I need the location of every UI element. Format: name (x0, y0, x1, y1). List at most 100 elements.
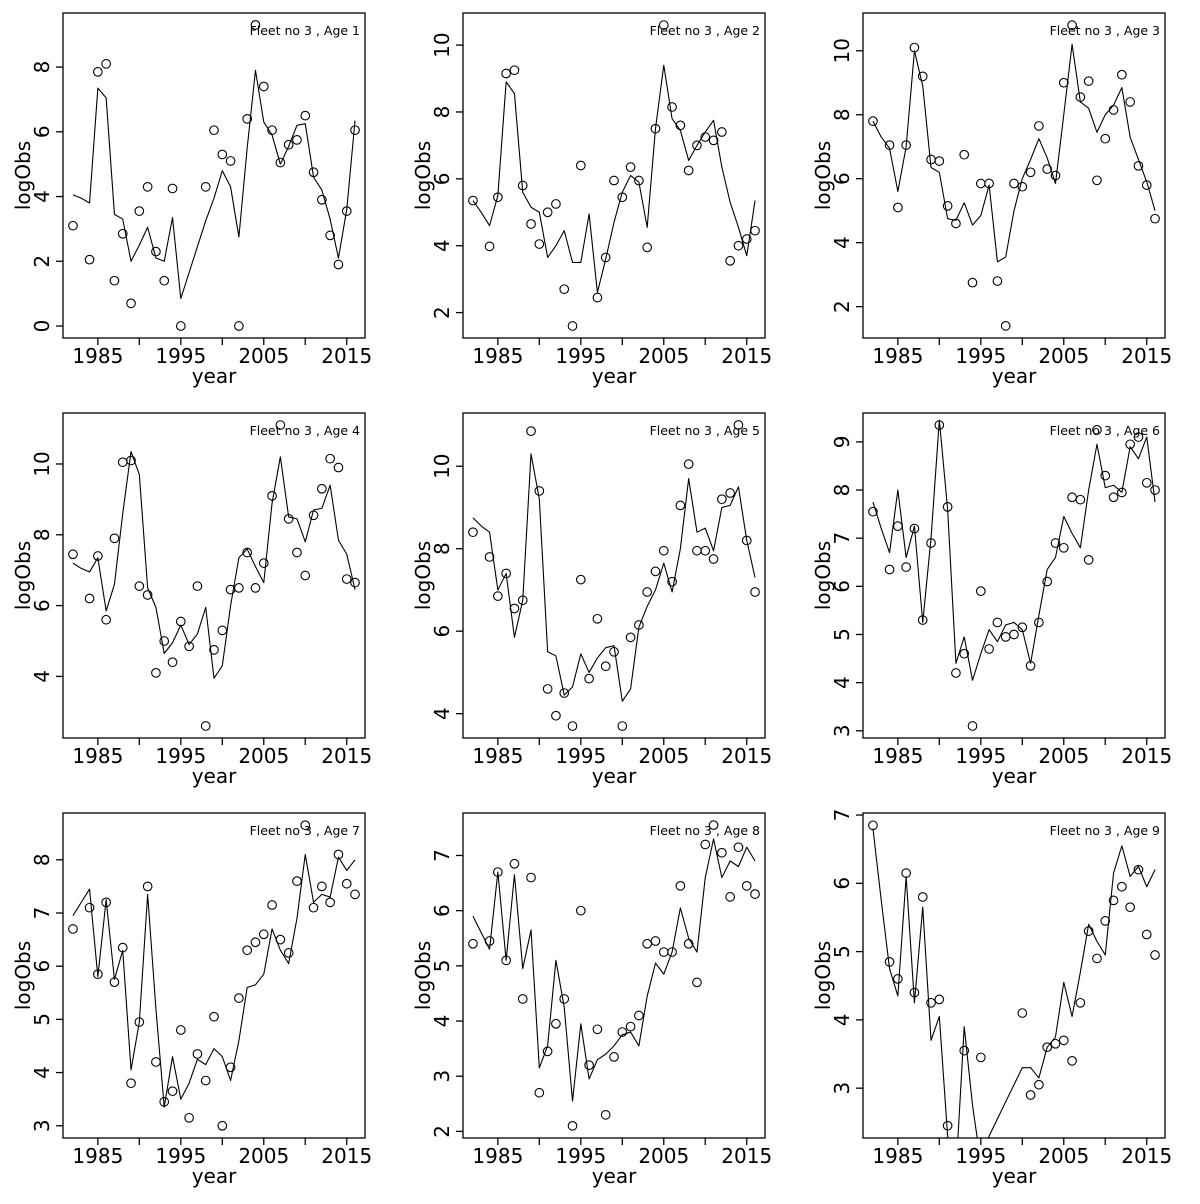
x-tick-label: 1985 (72, 344, 123, 368)
obs-point (642, 242, 653, 253)
obs-point (708, 820, 719, 830)
y-tick-label: 4 (30, 190, 54, 203)
obs-point (184, 641, 194, 652)
obs-point (884, 564, 895, 575)
obs-point (741, 880, 752, 891)
obs-point (634, 620, 644, 630)
obs-point (117, 942, 128, 953)
obs-point (1075, 92, 1086, 102)
panel-age-2: 1985 1995 2005 2015 year 2 4 6 8 10 logObs Fleet no… (400, 0, 800, 400)
obs-point (1067, 1056, 1077, 1066)
obs-point (283, 139, 294, 150)
obs-point (1050, 538, 1061, 548)
y-tick-label: 6 (430, 904, 454, 917)
obs-point (209, 125, 219, 136)
panel-title: Fleet no 3 , Age 8 (650, 823, 760, 838)
obs-point (901, 868, 911, 878)
y-tick-label: 8 (430, 542, 454, 555)
obs-point (675, 880, 686, 891)
obs-point (117, 228, 128, 239)
obs-point (1034, 617, 1044, 628)
x-axis-label: year (992, 1164, 1037, 1188)
obs-point (167, 183, 178, 194)
obs-point (151, 246, 161, 257)
obs-point (642, 938, 653, 949)
obs-point (258, 81, 269, 92)
obs-point (308, 510, 319, 521)
obs-point (317, 194, 327, 205)
obs-point (184, 1112, 194, 1123)
obs-point (667, 576, 677, 587)
obs-point (892, 521, 903, 531)
obs-point (234, 583, 244, 593)
y-tick-label: 4 (30, 670, 54, 683)
obs-point (167, 1086, 178, 1097)
obs-point (350, 889, 360, 900)
y-tick-label: 6 (30, 599, 54, 612)
obs-point (909, 523, 920, 534)
y-tick-label: 2 (830, 300, 854, 313)
obs-point (468, 527, 478, 538)
obs-point (551, 710, 561, 721)
obs-point (1141, 929, 1152, 940)
obs-point (884, 140, 895, 150)
obs-point (584, 1060, 594, 1071)
obs-point (92, 67, 103, 77)
obs-point (1100, 916, 1111, 926)
x-tick-label: 2005 (638, 344, 689, 368)
obs-point (733, 240, 744, 251)
obs-point (1117, 881, 1127, 892)
obs-point (909, 987, 920, 998)
y-tick-label: 3 (830, 724, 854, 737)
obs-point (1150, 213, 1160, 224)
panel-title: Fleet no 3 , Age 6 (1050, 423, 1160, 438)
obs-point (1075, 997, 1086, 1008)
y-tick-label: 4 (430, 1015, 454, 1028)
obs-point (492, 192, 503, 203)
plot-age-8: 1985 1995 2005 2015 year 2 3 4 5 6 7 logObs Fleet no… (411, 812, 772, 1188)
obs-point (942, 1120, 953, 1131)
obs-point (234, 993, 244, 1003)
obs-point (733, 842, 744, 853)
y-tick-label: 4 (830, 676, 854, 689)
fit-line (472, 64, 756, 294)
obs-point (267, 490, 277, 501)
x-tick-label: 1985 (872, 744, 923, 768)
obs-point (926, 538, 936, 548)
x-tick-label: 1985 (472, 744, 523, 768)
obs-point (350, 577, 360, 588)
obs-point (217, 1120, 228, 1131)
obs-point (609, 1052, 619, 1062)
x-tick-label: 1985 (72, 744, 123, 768)
obs-point (1042, 576, 1053, 587)
x-tick-label: 1995 (955, 344, 1006, 368)
x-tick-label: 1985 (472, 1144, 523, 1168)
obs-point (1117, 69, 1127, 80)
obs-point (717, 127, 727, 137)
y-axis-label: logObs (411, 941, 435, 1010)
obs-point (942, 201, 953, 211)
plot-box (462, 812, 766, 1139)
obs-point (959, 648, 970, 659)
obs-point (117, 457, 128, 468)
y-tick-label: 6 (430, 625, 454, 638)
obs-point (934, 994, 945, 1005)
fit-line (872, 419, 1156, 681)
x-axis-label: year (992, 364, 1037, 388)
obs-point (159, 636, 170, 646)
obs-point (650, 566, 661, 577)
obs-point (1009, 178, 1019, 189)
y-tick-label: 4 (830, 1014, 854, 1027)
obs-point (92, 551, 103, 561)
obs-point (600, 661, 611, 672)
y-axis-label: logObs (11, 941, 35, 1010)
panel-title: Fleet no 3 , Age 9 (1050, 823, 1160, 838)
fit-line (472, 453, 756, 702)
y-tick-label: 8 (430, 106, 454, 119)
panel-title: Fleet no 3 , Age 2 (650, 23, 760, 38)
obs-point (484, 936, 495, 946)
obs-point (675, 500, 686, 511)
obs-point (600, 1109, 611, 1120)
y-tick-label: 4 (430, 707, 454, 720)
obs-point (1083, 926, 1094, 936)
